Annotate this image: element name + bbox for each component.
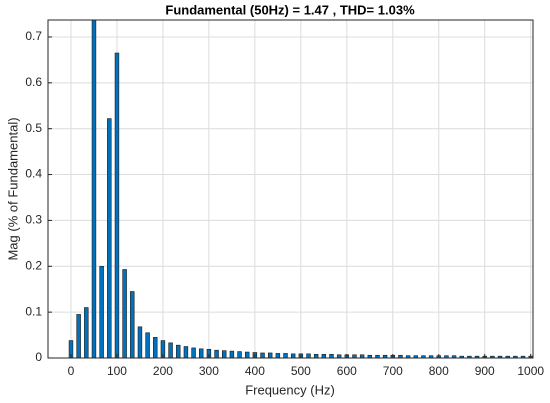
bar (153, 337, 158, 358)
bar (91, 20, 97, 358)
bar (107, 118, 112, 358)
bar (321, 354, 327, 358)
bar (76, 314, 81, 358)
y-axis-label: Mag (% of Fundamental) (5, 117, 20, 260)
bar (329, 354, 334, 358)
bar (267, 352, 273, 358)
y-tick-label: 0.1 (25, 304, 42, 318)
x-tick-label: 800 (429, 364, 449, 378)
bar (214, 349, 219, 358)
x-tick-label: 100 (107, 364, 127, 378)
bar (237, 351, 242, 358)
plot-area (48, 20, 533, 358)
x-tick-label: 500 (291, 364, 311, 378)
bar (290, 353, 296, 358)
y-tick-label: 0.2 (25, 258, 42, 272)
bar (145, 332, 150, 358)
x-tick-label: 600 (337, 364, 357, 378)
bar (84, 307, 89, 358)
bar (160, 340, 166, 358)
x-tick-label: 400 (245, 364, 265, 378)
x-tick-label: 0 (68, 364, 75, 378)
y-tick-label: 0.4 (25, 167, 42, 181)
bar (313, 354, 319, 358)
bar (99, 265, 104, 358)
chart-title: Fundamental (50Hz) = 1.47 , THD= 1.03% (165, 2, 415, 17)
bar (68, 340, 74, 358)
x-axis-label: Frequency (Hz) (245, 382, 335, 397)
bar (114, 52, 120, 358)
bar (191, 347, 196, 358)
x-tick-label: 700 (383, 364, 403, 378)
bar (244, 351, 250, 358)
bar (137, 326, 143, 358)
bar (199, 348, 204, 358)
bar (168, 342, 173, 358)
bar (130, 291, 135, 358)
y-tick-label: 0.6 (25, 75, 42, 89)
y-tick-label: 0.7 (25, 29, 42, 43)
y-tick-label: 0 (35, 350, 42, 364)
x-tick-label: 1000 (517, 364, 544, 378)
y-tick-label: 0.3 (25, 213, 42, 227)
x-tick-label: 300 (199, 364, 219, 378)
bar (183, 346, 189, 358)
plot-frame (47, 19, 534, 359)
x-tick-label: 900 (475, 364, 495, 378)
y-tick-label: 0.5 (25, 121, 42, 135)
x-tick-label: 200 (153, 364, 173, 378)
bar (283, 353, 288, 358)
bar (122, 269, 127, 358)
bar (306, 353, 311, 358)
bar (222, 350, 227, 358)
bar (260, 352, 265, 358)
bar (176, 344, 181, 358)
bar (275, 353, 281, 358)
bar (229, 350, 235, 358)
